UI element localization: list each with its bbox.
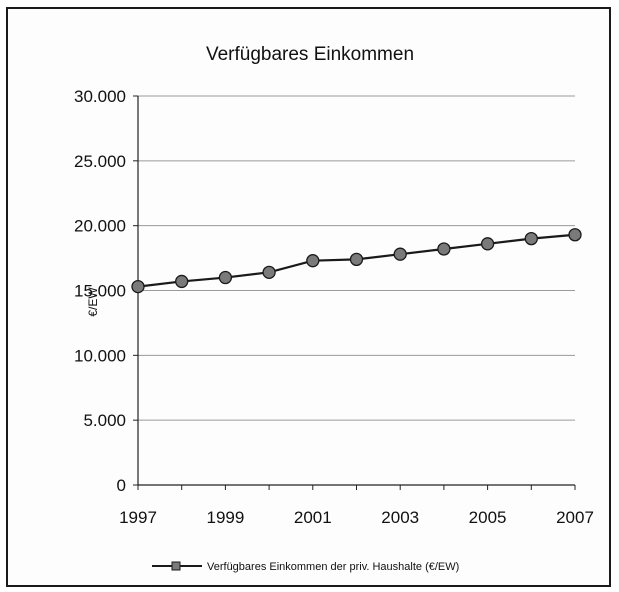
gridlines xyxy=(138,95,575,421)
y-tick-label: 10.000 xyxy=(74,346,126,365)
x-tick-label: 1997 xyxy=(119,508,157,527)
y-tick-label: 5.000 xyxy=(83,411,126,430)
data-point xyxy=(131,279,145,294)
chart-title: Verfügbares Einkommen xyxy=(206,44,414,65)
data-point xyxy=(175,274,189,289)
data-point xyxy=(524,231,538,246)
y-tick-labels: 0 5.000 10.000 15.000 20.000 25.000 30.000 xyxy=(74,87,126,495)
data-point xyxy=(480,237,495,251)
x-tick-label: 2007 xyxy=(556,508,594,527)
legend: Verfügbares Einkommen der priv. Haushalt… xyxy=(152,561,459,573)
axes xyxy=(133,95,576,490)
y-tick-label: 25.000 xyxy=(74,152,126,171)
data-point xyxy=(349,252,364,267)
data-point xyxy=(218,270,233,285)
x-tick-label: 2001 xyxy=(294,508,332,527)
x-tick-label: 1999 xyxy=(206,508,244,527)
y-tick-label: 15.000 xyxy=(74,282,126,301)
data-point xyxy=(306,254,320,268)
series-group xyxy=(131,228,582,294)
y-tick-label: 30.000 xyxy=(74,87,126,106)
legend-label: Verfügbares Einkommen der priv. Haushalt… xyxy=(207,561,459,573)
x-tick-labels: 1997 1999 2001 2003 2005 2007 xyxy=(119,508,594,527)
data-point xyxy=(262,265,276,279)
data-point xyxy=(437,242,451,256)
y-tick-label: 20.000 xyxy=(74,217,126,236)
y-tick-label: 0 xyxy=(117,476,126,495)
x-tick-label: 2005 xyxy=(469,508,507,527)
chart-frame xyxy=(6,7,611,587)
data-point xyxy=(393,247,407,261)
y-axis-label: €/EW xyxy=(86,287,100,317)
data-point xyxy=(568,228,582,242)
x-tick-label: 2003 xyxy=(381,508,419,527)
legend-marker xyxy=(171,561,181,571)
